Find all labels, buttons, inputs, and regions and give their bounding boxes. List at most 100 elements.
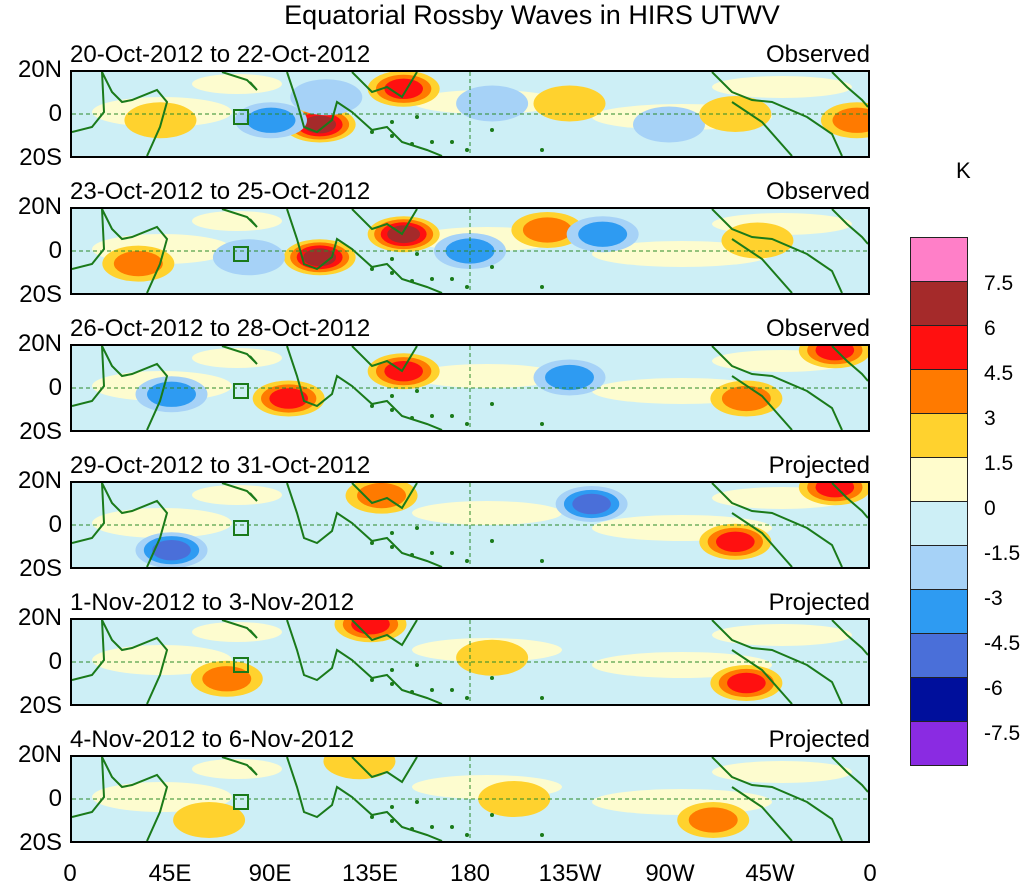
- colorbar-label: 4.5: [984, 362, 1014, 385]
- negative-anomaly: [246, 107, 296, 133]
- island: [430, 551, 434, 555]
- colorbar-label: -7.5: [984, 722, 1021, 745]
- island: [450, 551, 454, 555]
- weak-positive-band: [192, 211, 282, 231]
- island: [410, 279, 414, 283]
- lat-tick-label: 20S: [19, 281, 62, 308]
- lat-tick-label: 20N: [17, 741, 62, 768]
- island: [450, 140, 454, 144]
- lat-tick-label: 0: [48, 785, 62, 812]
- colorbar-swatch: [910, 413, 968, 458]
- anomaly-field: [72, 620, 868, 704]
- panel-date-range: 4-Nov-2012 to 6-Nov-2012: [70, 726, 355, 753]
- coastline: [72, 483, 868, 567]
- positive-anomaly: [173, 802, 246, 838]
- positive-anomaly: [716, 531, 755, 553]
- panel-date-range: 20-Oct-2012 to 22-Oct-2012: [70, 41, 371, 68]
- colorbar-swatch: [910, 589, 968, 634]
- anomaly-map: [70, 481, 870, 569]
- island: [390, 805, 394, 809]
- positive-anomaly: [202, 666, 252, 692]
- lon-tick-label: 135E: [341, 860, 399, 887]
- weak-positive-band: [412, 501, 562, 525]
- island: [540, 696, 544, 700]
- colorbar-swatch: [910, 677, 968, 722]
- island: [430, 825, 434, 829]
- weak-positive-band: [192, 759, 282, 779]
- island: [490, 265, 494, 269]
- map-panel: 4-Nov-2012 to 6-Nov-2012 Projected 20N 0 20S: [0, 725, 880, 855]
- island: [540, 559, 544, 563]
- region-box: [233, 520, 249, 536]
- island: [370, 815, 374, 819]
- island: [370, 404, 374, 408]
- island: [410, 553, 414, 557]
- island: [370, 541, 374, 545]
- positive-anomaly: [815, 346, 855, 361]
- colorbar-label: 0: [984, 497, 996, 520]
- island: [430, 414, 434, 418]
- colorbar: [910, 237, 968, 766]
- colorbar-swatch: [910, 369, 968, 414]
- colorbar-swatch: [910, 325, 968, 370]
- lon-tick-label: 0: [863, 860, 877, 887]
- positive-anomaly: [323, 757, 396, 780]
- island: [415, 663, 419, 667]
- colorbar-label: 7.5: [984, 272, 1014, 295]
- panel-status: Projected: [768, 589, 870, 616]
- island: [390, 408, 394, 412]
- anomaly-map: [70, 618, 870, 706]
- colorbar-label: -1.5: [984, 542, 1021, 565]
- positive-anomaly: [124, 102, 197, 139]
- lat-tick-label: 0: [48, 648, 62, 675]
- lon-tick-label: 0: [63, 860, 77, 887]
- map-panel: 1-Nov-2012 to 3-Nov-2012 Projected 20N 0 20S: [0, 588, 880, 718]
- island: [465, 422, 469, 426]
- positive-anomaly: [303, 248, 337, 267]
- positive-anomaly: [351, 620, 390, 635]
- lat-tick-label: 20S: [19, 692, 62, 719]
- island: [450, 277, 454, 281]
- colorbar-swatch: [910, 633, 968, 678]
- colorbar-swatch: [910, 237, 968, 282]
- lat-tick-label: 0: [48, 511, 62, 538]
- coastline: [72, 72, 868, 156]
- chart-title: Equatorial Rossby Waves in HIRS UTWV: [284, 0, 780, 30]
- positive-anomaly: [522, 217, 572, 243]
- region-box: [233, 383, 249, 399]
- lat-tick-label: 20S: [19, 418, 62, 445]
- negative-anomaly: [578, 221, 628, 247]
- weak-positive-band: [92, 508, 232, 538]
- panel-date-range: 1-Nov-2012 to 3-Nov-2012: [70, 589, 355, 616]
- island: [490, 539, 494, 543]
- panel-status: Projected: [768, 726, 870, 753]
- negative-anomaly: [572, 493, 611, 515]
- colorbar-unit: K: [956, 158, 971, 183]
- colorbar-label: -6: [984, 677, 1003, 700]
- colorbar-label: 3: [984, 407, 996, 430]
- positive-anomaly: [384, 78, 423, 100]
- colorbar-swatch: [910, 457, 968, 502]
- island: [490, 128, 494, 132]
- island: [370, 267, 374, 271]
- colorbar-label: 1.5: [984, 452, 1014, 475]
- positive-anomaly: [113, 250, 163, 277]
- island: [450, 414, 454, 418]
- island: [370, 678, 374, 682]
- island: [450, 825, 454, 829]
- island: [415, 800, 419, 804]
- negative-anomaly: [633, 106, 705, 143]
- lat-tick-label: 0: [48, 237, 62, 264]
- anomaly-map: [70, 207, 870, 295]
- positive-anomaly: [269, 388, 309, 409]
- island: [410, 827, 414, 831]
- island: [490, 402, 494, 406]
- region-box: [233, 794, 249, 810]
- colorbar-label: -3: [984, 587, 1003, 610]
- anomaly-map: [70, 70, 870, 158]
- island: [415, 526, 419, 530]
- map-panel: 26-Oct-2012 to 28-Oct-2012 Observed 20N 0 20…: [0, 314, 880, 444]
- lon-tick-label: 45W: [745, 860, 795, 887]
- panel-date-range: 26-Oct-2012 to 28-Oct-2012: [70, 315, 371, 342]
- weak-positive-band: [92, 645, 232, 675]
